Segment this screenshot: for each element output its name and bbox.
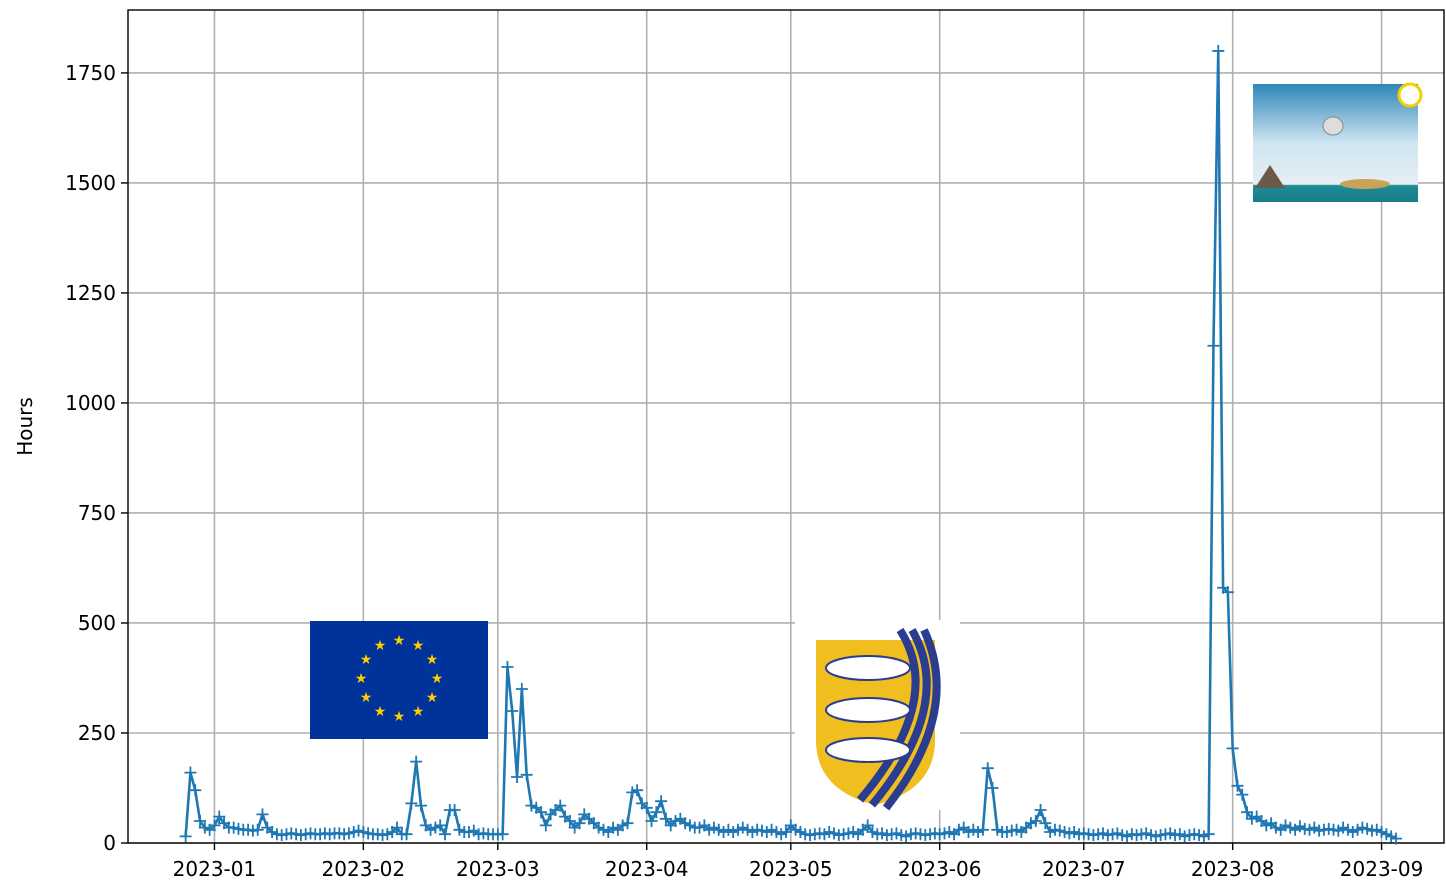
y-tick-label: 1750 xyxy=(65,61,116,85)
y-tick-label: 250 xyxy=(78,721,116,745)
svg-text:★: ★ xyxy=(426,690,439,706)
svg-text:★: ★ xyxy=(355,671,368,687)
y-tick-label: 1250 xyxy=(65,281,116,305)
data-marker xyxy=(540,819,552,831)
data-marker xyxy=(405,797,417,809)
x-tick-label: 2023-04 xyxy=(605,857,689,881)
svg-text:★: ★ xyxy=(426,652,439,668)
svg-text:★: ★ xyxy=(431,671,444,687)
data-marker xyxy=(506,705,518,717)
x-tick-label: 2023-06 xyxy=(898,857,982,881)
x-tick-label: 2023-02 xyxy=(322,857,406,881)
svg-text:★: ★ xyxy=(360,652,373,668)
data-marker xyxy=(501,661,513,673)
plot-area: 0 250 500 750 1000 1250 1500 1750 2023-01 2023-02… xyxy=(13,10,1444,881)
data-marker xyxy=(987,782,999,794)
x-tick-label: 2023-07 xyxy=(1042,857,1126,881)
svg-text:★: ★ xyxy=(393,633,406,649)
data-marker xyxy=(511,771,523,783)
data-marker xyxy=(184,767,196,779)
data-marker xyxy=(1227,742,1239,754)
data-marker xyxy=(1035,804,1047,816)
y-tick-label: 1000 xyxy=(65,391,116,415)
x-tick-label: 2023-08 xyxy=(1191,857,1275,881)
data-marker xyxy=(1207,340,1219,352)
svg-text:★: ★ xyxy=(393,709,406,725)
data-marker xyxy=(521,769,533,781)
svg-text:★: ★ xyxy=(374,638,387,654)
data-marker xyxy=(655,795,667,807)
chart: 0 250 500 750 1000 1250 1500 1750 2023-01 2023-02… xyxy=(0,0,1446,885)
data-marker xyxy=(180,830,192,842)
svg-text:★: ★ xyxy=(374,704,387,720)
y-tick-label: 750 xyxy=(78,501,116,525)
coat-of-arms-image xyxy=(795,620,960,810)
eu-flag-image: ★★★★★★★★★★★★ xyxy=(310,621,488,739)
climate-diagram-image xyxy=(1253,84,1421,202)
y-axis-label: Hours xyxy=(13,397,37,456)
svg-text:★: ★ xyxy=(360,690,373,706)
data-marker xyxy=(1212,45,1224,57)
x-tick-label: 2023-03 xyxy=(456,857,540,881)
y-tick-label: 0 xyxy=(103,831,116,855)
data-marker xyxy=(982,762,994,774)
page: {"chart_data": {"type": "line", "y_label… xyxy=(0,0,1446,885)
data-marker xyxy=(415,800,427,812)
x-tick-label: 2023-05 xyxy=(749,857,833,881)
svg-text:★: ★ xyxy=(412,638,425,654)
svg-text:★: ★ xyxy=(412,704,425,720)
data-marker xyxy=(256,808,268,820)
data-marker xyxy=(189,784,201,796)
y-tick-label: 500 xyxy=(78,611,116,635)
y-tick-label: 1500 xyxy=(65,171,116,195)
x-tick-label: 2023-09 xyxy=(1340,857,1424,881)
data-marker xyxy=(410,756,422,768)
data-marker xyxy=(516,683,528,695)
x-tick-label: 2023-01 xyxy=(173,857,257,881)
